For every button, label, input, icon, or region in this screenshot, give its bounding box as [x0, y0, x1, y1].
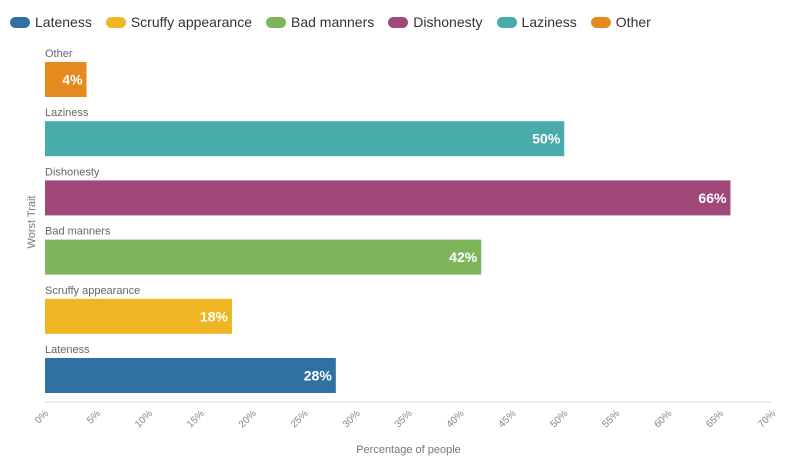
bar[interactable] — [45, 239, 482, 275]
legend-label-other: Other — [615, 14, 651, 30]
category-label: Other — [45, 48, 73, 60]
bar-value-label: 50% — [532, 131, 561, 147]
bar[interactable] — [45, 298, 232, 334]
legend-item-scruffy-appearance[interactable]: Scruffy appearance — [105, 12, 252, 32]
legend-item-laziness[interactable]: Laziness — [496, 12, 577, 32]
bar-value-label: 18% — [200, 308, 229, 324]
legend-swatch-dishonesty — [388, 16, 409, 28]
legend-swatch-bad-manners — [265, 16, 286, 28]
legend-item-lateness[interactable]: Lateness — [10, 12, 92, 32]
legend-label-bad-manners: Bad manners — [290, 14, 375, 30]
x-tick-label: 5% — [85, 408, 103, 426]
legend-item-dishonesty[interactable]: Dishonesty — [388, 12, 483, 32]
x-tick-label: 70% — [756, 408, 778, 430]
category-label: Bad manners — [45, 226, 111, 238]
x-tick-label: 45% — [497, 408, 519, 430]
x-tick-label: 30% — [341, 408, 363, 430]
legend-label-scruffy-appearance: Scruffy appearance — [130, 14, 252, 30]
category-label: Lateness — [45, 344, 90, 356]
x-axis-ticks: 0% 5% 10% 15% 20% 25% 30% 35% 40% 45% 50% 55% 60% 65%… — [33, 408, 778, 430]
bar[interactable] — [45, 62, 87, 97]
x-axis-title: Percentage of people — [356, 444, 461, 456]
legend-label-lateness: Lateness — [35, 14, 92, 30]
x-tick-label: 0% — [33, 408, 51, 426]
x-tick-label: 20% — [237, 408, 259, 430]
legend-swatch-other — [590, 16, 611, 28]
x-tick-label: 65% — [704, 408, 726, 430]
bar[interactable] — [45, 358, 336, 393]
x-tick-label: 40% — [445, 408, 467, 430]
x-tick-label: 35% — [393, 408, 415, 430]
category-label: Scruffy appearance — [45, 285, 140, 297]
x-tick-label: 10% — [133, 408, 155, 430]
legend-item-other[interactable]: Other — [590, 12, 651, 32]
y-axis-title: Worst Trait — [26, 196, 38, 249]
legend-swatch-lateness — [10, 16, 30, 28]
chart-legend: Lateness Scruffy appearance Bad manners … — [10, 12, 665, 32]
legend-swatch-laziness — [496, 16, 517, 28]
legend-item-bad-manners[interactable]: Bad manners — [265, 12, 375, 32]
category-label: Dishonesty — [45, 166, 100, 178]
bar[interactable] — [45, 121, 565, 157]
legend-label-laziness: Laziness — [521, 14, 577, 30]
bar-value-label: 66% — [698, 190, 727, 206]
legend-label-dishonesty: Dishonesty — [413, 14, 483, 30]
category-label: Laziness — [45, 107, 89, 119]
x-tick-label: 60% — [652, 408, 674, 430]
bar-value-label: 4% — [62, 72, 83, 88]
x-tick-label: 55% — [600, 408, 622, 430]
bar[interactable] — [45, 180, 731, 216]
x-tick-label: 15% — [185, 408, 207, 430]
bar-value-label: 28% — [304, 368, 333, 384]
legend-swatch-scruffy-appearance — [105, 16, 126, 28]
x-tick-label: 50% — [548, 408, 570, 430]
x-tick-label: 25% — [289, 408, 311, 430]
bar-value-label: 42% — [449, 249, 478, 265]
bar-group: Other 4% Laziness 50% Dishonesty 66% Bad manne… — [45, 48, 731, 393]
